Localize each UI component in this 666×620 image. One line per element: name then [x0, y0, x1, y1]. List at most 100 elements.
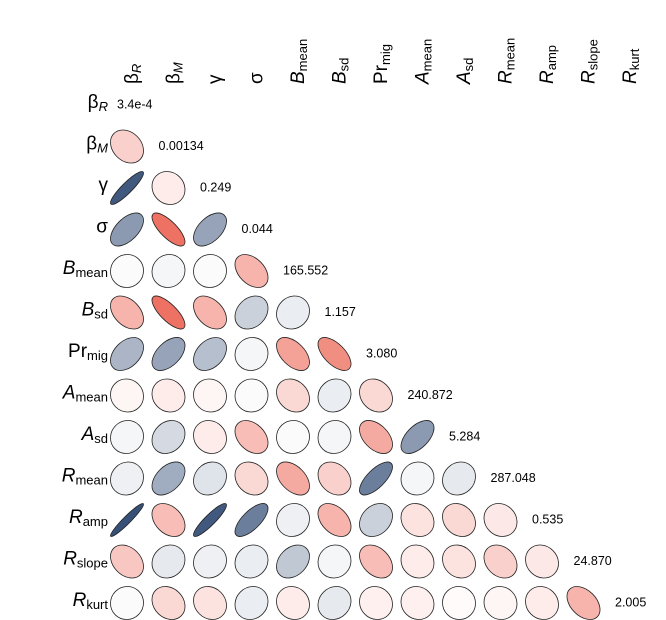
label-main: Pr [371, 64, 392, 84]
correlation-ellipse [151, 337, 186, 371]
correlation-ellipse [276, 586, 310, 620]
correlation-ellipse [110, 378, 144, 413]
diagonal-label: 0.535 [532, 512, 563, 526]
correlation-ellipse [151, 254, 186, 288]
correlation-ellipse [359, 544, 393, 579]
row-label: Rkurt [73, 590, 109, 612]
label-main: R [69, 507, 83, 528]
correlation-ellipse [317, 586, 352, 620]
label-main: R [62, 466, 76, 487]
label-sub: amp [83, 514, 108, 529]
correlation-ellipse [317, 420, 352, 454]
correlation-ellipse [110, 212, 144, 247]
label-main: Pr [68, 341, 88, 362]
label-main: R [73, 590, 87, 611]
correlation-ellipse [359, 586, 393, 620]
diagonal-label: 165.552 [283, 263, 328, 277]
label-main: R [579, 70, 600, 84]
correlation-ellipse [400, 420, 435, 454]
column-label: Bsd [330, 58, 352, 84]
correlation-ellipse [400, 461, 435, 496]
row-label: Bsd [82, 300, 108, 322]
correlation-ellipse [110, 461, 144, 496]
correlation-ellipse [566, 586, 601, 620]
label-sub: slope [586, 39, 601, 70]
correlation-ellipse [234, 337, 269, 371]
label-main: β [164, 73, 185, 84]
correlation-ellipse [193, 461, 227, 496]
column-label: Ramp [537, 45, 559, 84]
row-label: Rmean [62, 466, 108, 488]
correlation-ellipse [234, 295, 269, 330]
label-sub: mean [295, 39, 310, 72]
column-label: Rmean [496, 38, 518, 84]
correlation-ellipse [234, 420, 269, 454]
correlation-ellipse [151, 378, 186, 413]
label-main: R [537, 70, 558, 84]
correlation-ellipse [151, 544, 186, 579]
correlation-ellipse [442, 461, 476, 496]
correlation-ellipse [359, 503, 393, 537]
label-main: β [86, 134, 97, 155]
label-sub: slope [77, 556, 108, 571]
correlation-ellipse [110, 544, 144, 579]
label-sub: R [129, 64, 144, 73]
correlation-ellipse [193, 212, 227, 247]
label-main: σ [247, 72, 268, 84]
label-sub: sd [94, 307, 108, 322]
label-main: A [413, 71, 434, 85]
diagonal-label: 3.4e-4 [117, 97, 152, 111]
label-sub: R [99, 99, 108, 114]
correlation-ellipse [400, 503, 435, 537]
correlation-ellipse [234, 378, 269, 413]
label-main: R [620, 70, 641, 84]
correlation-ellipse [151, 461, 186, 496]
correlation-ellipse [276, 420, 310, 454]
label-main: B [288, 71, 309, 84]
label-sub: mig [378, 44, 393, 65]
diagonal-label: 5.284 [449, 429, 480, 443]
correlation-ellipse [193, 503, 227, 537]
label-main: B [63, 258, 76, 279]
label-main: A [81, 424, 95, 445]
label-main: σ [96, 217, 108, 238]
correlation-ellipse [359, 420, 393, 454]
correlation-ellipse [234, 586, 269, 620]
column-label: γ [205, 74, 226, 84]
label-sub: amp [544, 45, 559, 70]
correlation-ellipse [151, 503, 186, 537]
label-sub: M [97, 141, 108, 156]
correlation-ellipse [276, 337, 310, 371]
row-label: βM [86, 134, 108, 156]
correlation-ellipse [317, 378, 352, 413]
correlation-ellipse [193, 254, 227, 288]
row-label: Rslope [63, 549, 108, 571]
column-label: Rslope [579, 39, 601, 84]
correlation-ellipse [193, 420, 227, 454]
correlation-ellipse [359, 378, 393, 413]
correlation-ellipse [193, 295, 227, 330]
row-label: Bmean [63, 258, 108, 280]
row-label: Prmig [68, 341, 108, 363]
correlation-ellipse [276, 544, 310, 579]
label-sub: mean [75, 390, 108, 405]
correlation-ellipse [110, 129, 144, 164]
correlation-ellipse [110, 254, 144, 288]
label-main: γ [99, 175, 109, 196]
correlation-ellipse [151, 420, 186, 454]
correlation-ellipse [483, 503, 518, 537]
label-sub: sd [461, 58, 476, 72]
label-main: β [122, 73, 143, 84]
row-label: σ [96, 217, 108, 238]
label-sub: kurt [86, 597, 108, 612]
correlation-ellipse [193, 337, 227, 371]
label-main: A [62, 383, 76, 404]
correlation-ellipse [442, 544, 476, 579]
correlation-ellipse [276, 503, 310, 537]
correlation-ellipse [234, 544, 269, 579]
correlation-ellipse [110, 586, 144, 620]
correlation-ellipse [317, 461, 352, 496]
column-label: Asd [454, 58, 476, 85]
correlation-ellipse [193, 544, 227, 579]
correlation-ellipse [442, 503, 476, 537]
